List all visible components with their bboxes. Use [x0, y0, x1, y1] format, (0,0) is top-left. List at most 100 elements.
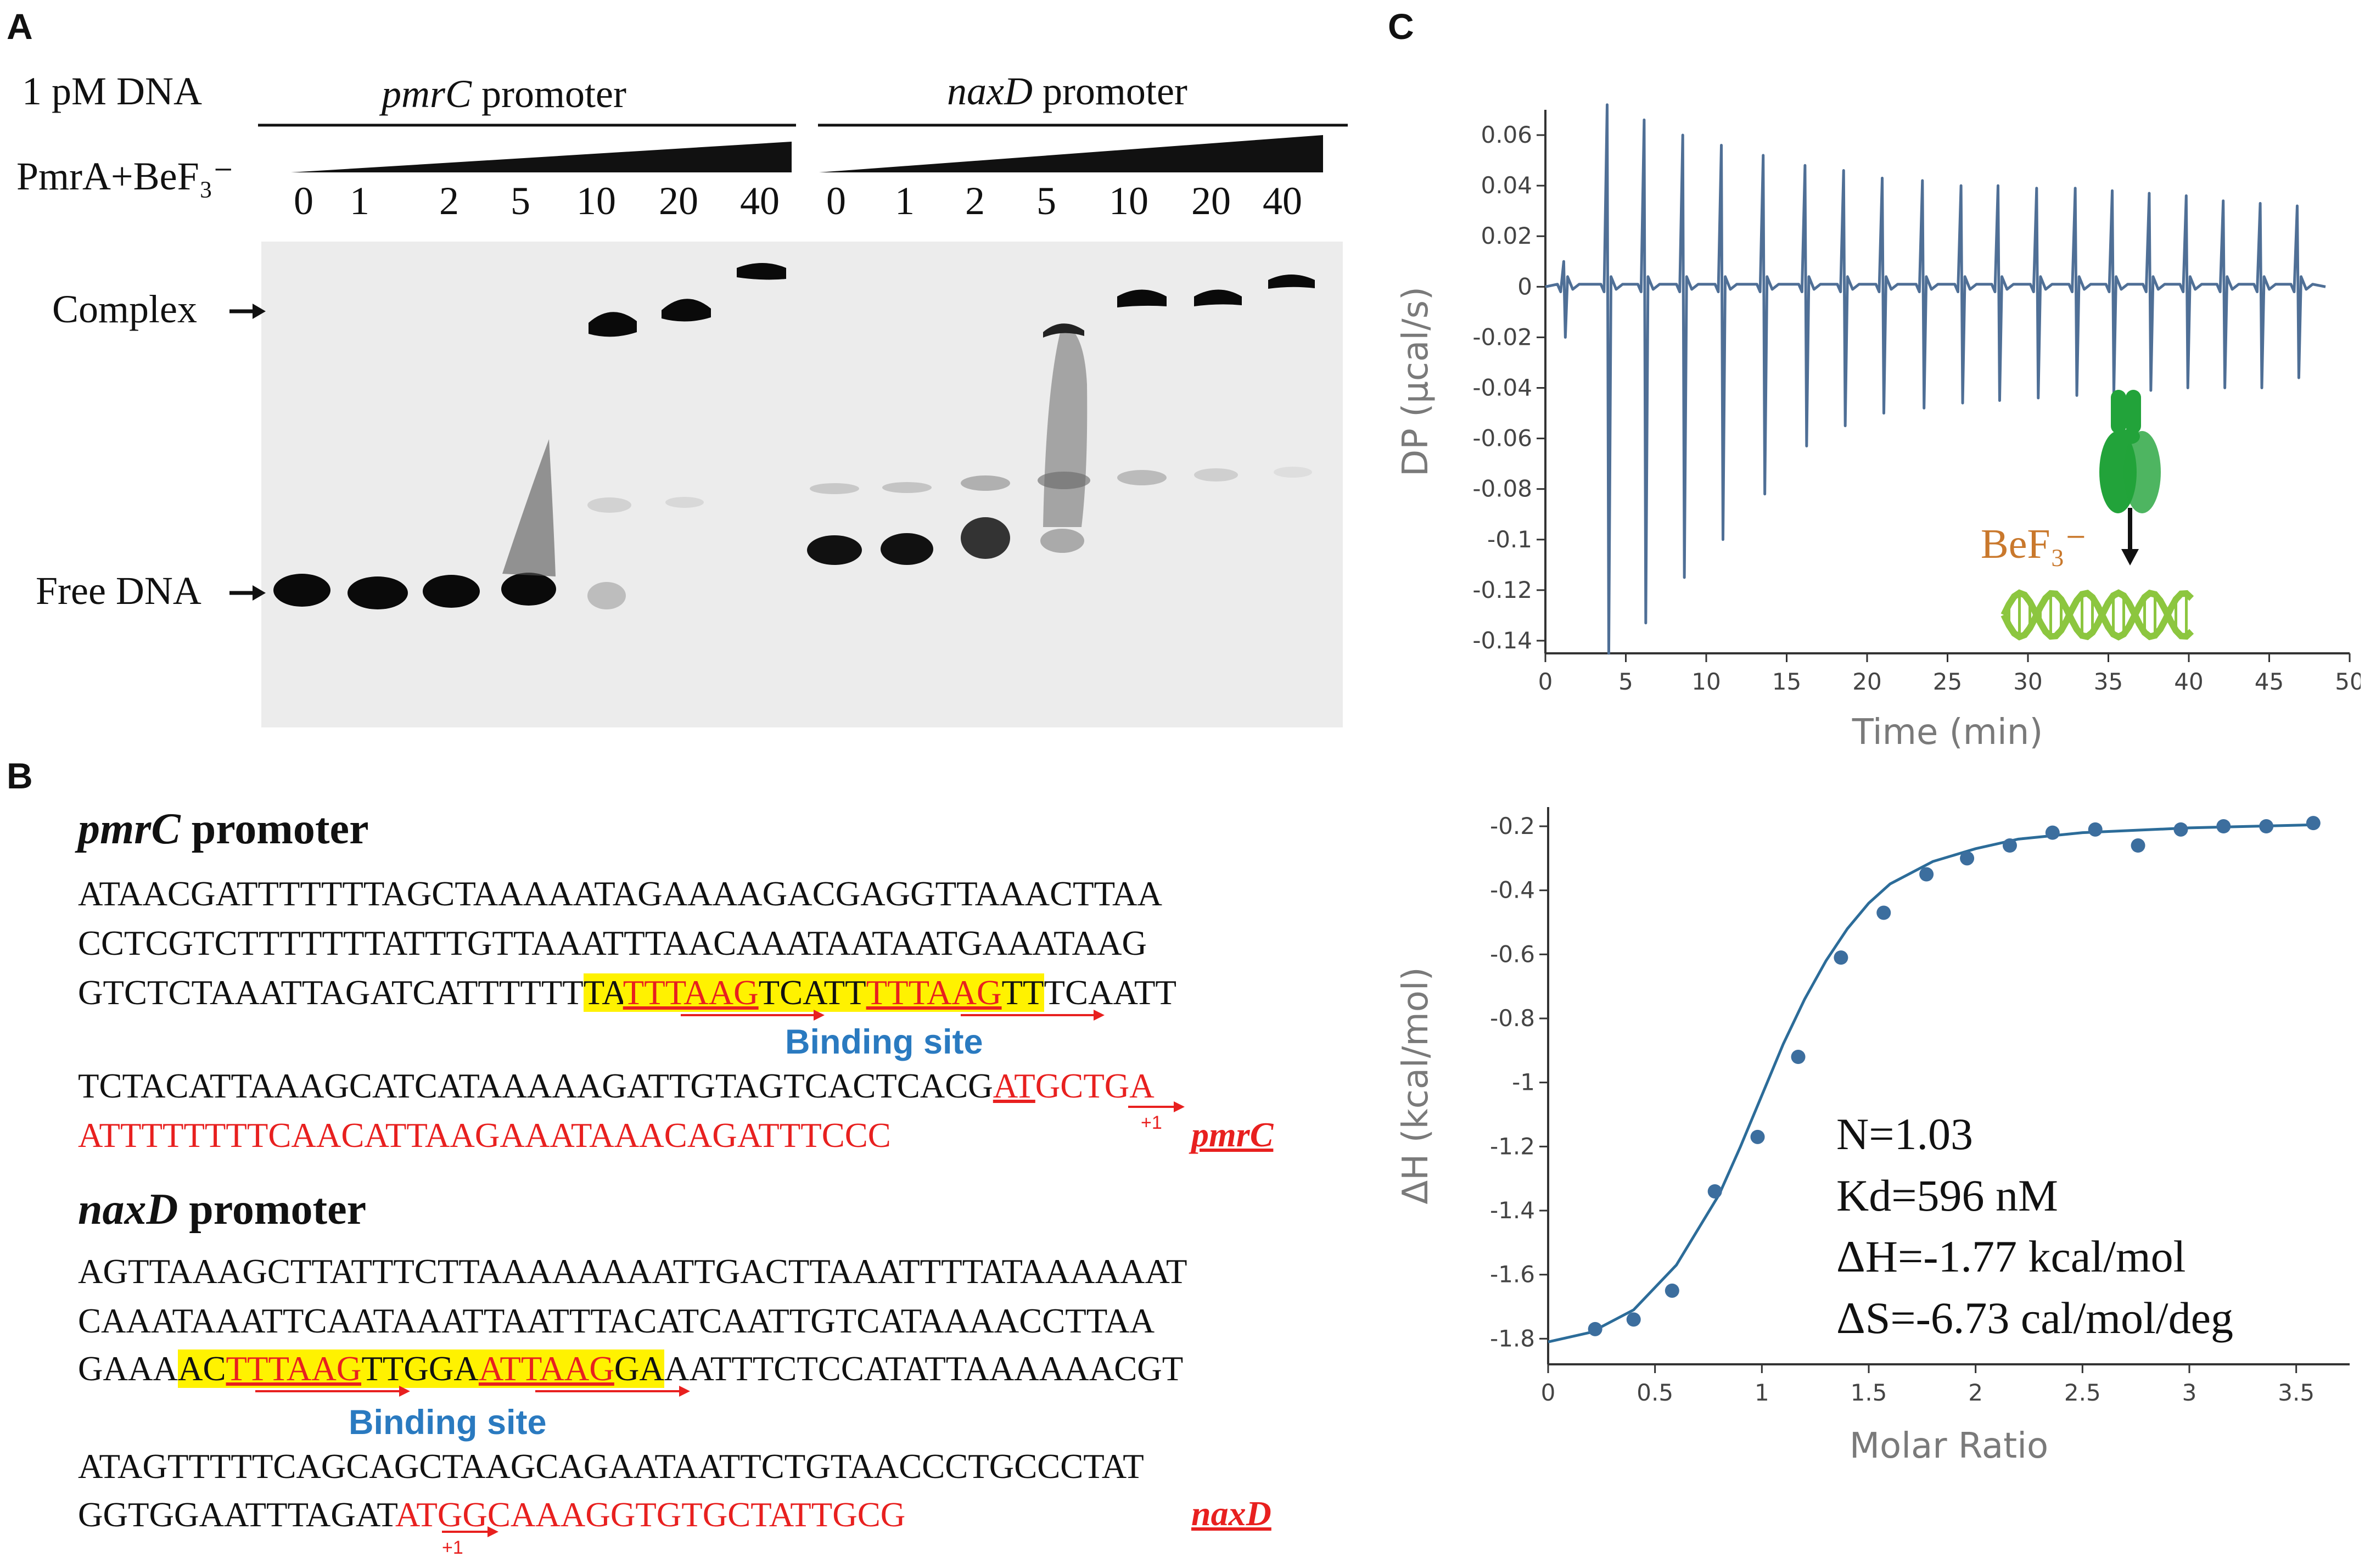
- x-tick-label: 3.5: [2278, 1379, 2315, 1406]
- y-tick-label: -0.4: [1490, 877, 1535, 904]
- x-tick-label: 5: [1618, 668, 1633, 695]
- stat-kd: Kd=596 nM: [1836, 1170, 2058, 1220]
- x-tick-label: 0: [1541, 1379, 1556, 1406]
- y-tick-label: -1: [1512, 1069, 1535, 1096]
- protein-dimer-icon: [2099, 390, 2161, 513]
- befx-label: BeF₃⁻: [1981, 521, 2087, 567]
- arrow-right-icon: [679, 1386, 690, 1397]
- naxd-complex-40: [1268, 275, 1315, 289]
- data-point: [2216, 819, 2231, 833]
- naxd-lane-10: 10: [1109, 179, 1148, 223]
- y-tick-label: -0.1: [1487, 526, 1532, 553]
- y-tick-label: -0.6: [1490, 940, 1535, 967]
- data-point: [2306, 816, 2321, 831]
- arrow-right-icon: [399, 1386, 410, 1397]
- naxd-plus1: +1: [442, 1537, 463, 1558]
- naxd-tss-arrow: [442, 1526, 498, 1537]
- naxd-band-2: [961, 517, 1010, 559]
- data-point: [2002, 838, 2017, 853]
- pmrc-lane-2: 2: [439, 179, 459, 223]
- y-tick-label: 0.02: [1481, 222, 1532, 249]
- pmrc-complex-20: [662, 299, 711, 322]
- fit-axes: 0 0.5 1 1.5 2 2.5 3 3.5 -0.2 -0.4 -0.6 -0.8 -1 -1.2 -1…: [1490, 807, 2350, 1406]
- stat-dh: ΔH=-1.77 kcal/mol: [1836, 1231, 2186, 1282]
- y-tick-label: 0.06: [1481, 121, 1532, 148]
- panel-c-label: C: [1388, 6, 1414, 47]
- pmrc-complex-10: [589, 312, 637, 337]
- x-tick-label: 3: [2182, 1379, 2197, 1406]
- y-tick-label: -0.2: [1490, 813, 1535, 839]
- fit-parameters: N=1.03 Kd=596 nM ΔH=-1.77 kcal/mol ΔS=-6…: [1836, 1104, 2233, 1348]
- pmrc-binding-site-label: Binding site: [785, 1023, 983, 1061]
- data-point: [2259, 819, 2274, 833]
- raw-x-axis-label: Time (min): [1852, 712, 2043, 753]
- y-tick-label: -1.8: [1490, 1325, 1535, 1352]
- data-point: [1626, 1312, 1641, 1327]
- naxd-seq-line-4: ATAGTTTTTCAGCAGCTAAGCAGAATAATTCTGTAACCCT…: [78, 1447, 1144, 1486]
- naxd-seq-line-3: GAAAACTTTAAGTTGGAATTAAGGAAATTTCTCCATATTA…: [78, 1349, 1184, 1388]
- pmrc-seq-line-1: ATAACGATTTTTTTAGCTAAAAATAGAAAAGACGAGGTTA…: [78, 875, 1163, 913]
- naxd-complex-10: [1117, 289, 1167, 307]
- panel-b-label: B: [7, 755, 33, 796]
- y-tick-label: -0.06: [1472, 425, 1532, 452]
- pmrc-seq-line-3: GTCTCTAAATTAGATCATTTTTTTATTTAAGTCATTTTTA…: [78, 973, 1176, 1012]
- data-point: [1834, 950, 1848, 965]
- pmrc-start-codon: AT: [993, 1067, 1035, 1105]
- arrow-right-icon: [487, 1526, 498, 1537]
- data-point: [2173, 822, 2188, 837]
- pmrc-site-1: TTTAAG: [623, 973, 759, 1012]
- data-point: [1707, 1184, 1722, 1199]
- panel-a-label: A: [7, 6, 33, 47]
- pmrc-seq-line-4: TCTACATTAAAGCATCATAAAAAGATTGTAGTCACTCACG…: [78, 1067, 1155, 1105]
- x-tick-label: 0.5: [1637, 1379, 1673, 1406]
- pmrc-lane-40: 40: [740, 179, 780, 223]
- naxd-seq-line-1: AGTTAAAGCTTATTTCTTAAAAAAAATTGACTTAAATTTT…: [78, 1252, 1187, 1291]
- data-point: [1665, 1283, 1679, 1298]
- arrow-down-icon: [2121, 549, 2139, 565]
- pmrc-lane-20: 20: [659, 179, 698, 223]
- naxd-seq-line-5: GGTGGAATTTAGATATGGCAAAGGTGTGCTATTGCG: [78, 1496, 906, 1534]
- pmrc-complex-40: [737, 263, 786, 280]
- gel-pmrc-header: pmrC promoter: [382, 72, 626, 116]
- data-point: [2045, 825, 2060, 840]
- naxd-promoter-title: naxD promoter: [78, 1185, 367, 1234]
- y-tick-label: -0.04: [1472, 374, 1532, 401]
- y-tick-label: -1.2: [1490, 1133, 1535, 1160]
- pmrc-site-2: TTTAAG: [866, 973, 1002, 1012]
- naxd-coding-start: ATGGCAAAGGTGTGCTATTGCG: [395, 1496, 906, 1534]
- pmrc-lane-0: 0: [294, 179, 313, 223]
- naxd-lane-0: 0: [826, 179, 846, 223]
- pmrc-faint-10: [587, 582, 626, 609]
- x-tick-label: 2: [1968, 1379, 1983, 1406]
- x-tick-label: 20: [1852, 668, 1881, 695]
- naxd-free-bands: [807, 533, 933, 565]
- pmrc-tss-arrow: [1128, 1101, 1185, 1112]
- dna-helix-icon: [2000, 589, 2194, 641]
- raw-y-axis-label: DP (µcal/s): [1396, 287, 1436, 477]
- naxd-site-2: ATTAAG: [478, 1349, 614, 1388]
- x-tick-label: 35: [2094, 668, 2123, 695]
- raw-axes: 0 5 10 15 20 25 30 35 40 45 50 0.06 0.04 0.02 0 -0.02 -0…: [1472, 110, 2361, 695]
- protein-label: PmrA+BeF₃⁻: [16, 154, 234, 198]
- pmrc-lane-1: 1: [350, 179, 369, 223]
- y-tick-label: -0.12: [1472, 576, 1532, 603]
- x-tick-label: 40: [2174, 668, 2203, 695]
- naxd-lane-5: 5: [1036, 179, 1056, 223]
- complex-arrow-icon: [253, 304, 266, 319]
- x-tick-label: 1: [1755, 1379, 1769, 1406]
- gel-graphics: [229, 124, 1348, 727]
- fit-x-axis-label: Molar Ratio: [1850, 1426, 2048, 1466]
- x-tick-label: 10: [1691, 668, 1721, 695]
- y-tick-label: -0.08: [1472, 475, 1532, 502]
- data-point: [2131, 838, 2145, 853]
- pmrc-site-arrows: [681, 1010, 1105, 1021]
- y-tick-label: -1.4: [1490, 1197, 1535, 1224]
- x-tick-label: 25: [1933, 668, 1962, 695]
- x-tick-label: 15: [1772, 668, 1801, 695]
- pmrc-lane-10: 10: [576, 179, 616, 223]
- naxd-site-1: TTTAAG: [226, 1349, 362, 1388]
- x-tick-label: 45: [2255, 668, 2284, 695]
- naxd-lane-1: 1: [895, 179, 915, 223]
- y-tick-label: -1.6: [1490, 1261, 1535, 1288]
